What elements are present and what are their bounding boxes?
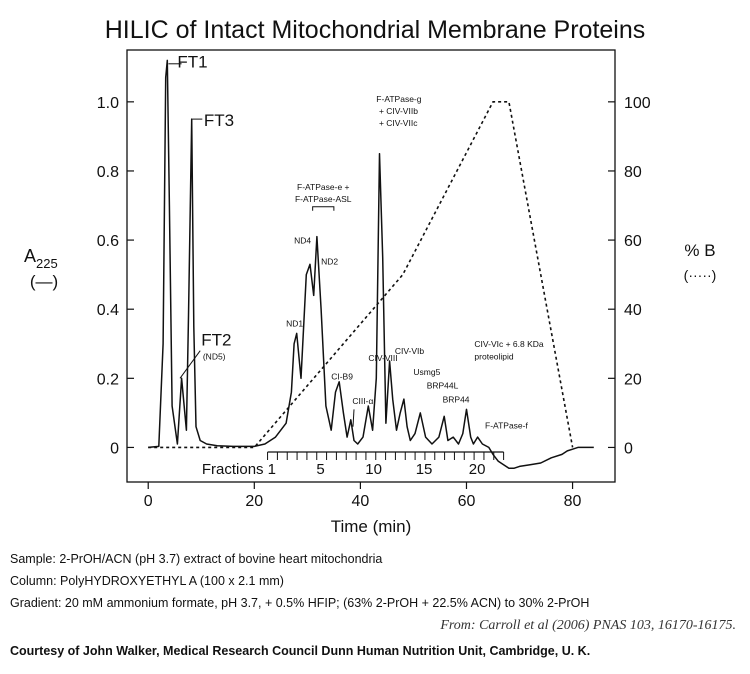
right-axis-tick-label: 80 [624,164,642,181]
peak-label: CI-B9 [331,372,353,382]
plot-frame [126,49,616,483]
peak-label: F-ATPase-f [485,420,528,430]
right-axis-tick-label: 0 [624,440,633,457]
left-axis-tick-label: 0.2 [97,371,119,388]
peak-label: Usmg5 [413,367,440,377]
left-axis-label-main: A225 [24,246,58,271]
peak-label: proteolipid [474,351,513,361]
left-axis-label-subscript: 225 [36,256,58,271]
peak-label: BRP44 [443,395,470,405]
series-layer [148,59,594,469]
left-axis-tick-label: 0.6 [97,233,119,250]
right-axis-tick-label: 40 [624,302,642,319]
caption-sample: Sample: 2-PrOH/ACN (pH 3.7) extract of b… [10,552,383,566]
caption-courtesy: Courtesy of John Walker, Medical Researc… [10,644,591,658]
peak-label: CIV-VIc + 6.8 KDa [474,339,543,349]
x-axis-tick-label: 0 [144,493,153,510]
x-axis: 0 20 40 60 80 [144,482,582,510]
peak-label: (ND5) [203,351,226,361]
peak-label: ND1 [286,318,303,328]
peak-label: ND2 [321,256,338,266]
peak-label: BRP44L [427,381,459,391]
caption-citation: From: Carroll et al (2006) PNAS 103, 161… [440,618,736,633]
fraction-number: 10 [365,461,382,478]
x-axis-tick-label: 80 [564,493,582,510]
right-axis-label-line-style: (·····) [684,267,717,283]
peak-label: F-ATPase-g [376,94,421,104]
caption-gradient: Gradient: 20 mM ammonium formate, pH 3.7… [10,596,590,610]
x-axis-tick-label: 40 [351,493,369,510]
peak-label: CIV-VIII [368,353,397,363]
peak-label: F-ATPase-ASL [295,194,352,204]
left-axis-label-line-style: (—) [30,272,58,291]
left-axis: 0 0.2 0.4 0.6 0.8 1.0 [97,95,134,457]
peak-group-bracket [312,206,335,211]
x-axis-tick-label: 20 [245,493,263,510]
peak-label-leader [179,350,201,379]
x-axis-tick-label: 60 [458,493,476,510]
chart-title: HILIC of Intact Mitochondrial Membrane P… [104,16,646,44]
peak-label: CIII-α [352,396,373,406]
right-axis-tick-label: 100 [624,95,651,112]
peak-label: FT3 [204,111,234,130]
peak-label: ND4 [294,236,311,246]
fractions-label: Fractions [202,461,264,478]
annotation-layer: FT1 FT3 FT2 (ND5) ND1 ND4 ND2 F-ATPase-e + F-ATP… [168,52,544,430]
left-axis-tick-label: 1.0 [97,95,119,112]
peak-label: FT1 [177,52,207,71]
fraction-number: 15 [416,461,433,478]
left-axis-tick-label: 0.8 [97,164,119,181]
fractions-scale: Fractions 1 5 10 15 20 [202,451,505,478]
fraction-number: 5 [316,461,324,478]
peak-label: CIV-VIb [395,346,425,356]
left-axis-tick-label: 0 [110,440,119,457]
right-axis: 0 20 40 60 80 100 [608,95,651,457]
peak-label: + CIV-VIIc [379,118,418,128]
fraction-number: 20 [469,461,486,478]
right-axis-tick-label: 60 [624,233,642,250]
peak-label: + CIV-VIIb [379,106,418,116]
peak-label: FT2 [201,330,231,349]
left-axis-label-letter: A [24,246,36,266]
left-axis-tick-label: 0.4 [97,302,119,319]
peak-label: F-ATPase-e + [297,182,350,192]
peak-label-leader [352,409,355,427]
absorbance-a225-trace [148,59,594,469]
fraction-number: 1 [268,461,276,478]
caption-column: Column: PolyHYDROXYETHYL A (100 x 2.1 mm… [10,574,284,588]
x-axis-label: Time (min) [331,517,412,536]
right-axis-tick-label: 20 [624,371,642,388]
right-axis-label: % B [684,241,715,260]
